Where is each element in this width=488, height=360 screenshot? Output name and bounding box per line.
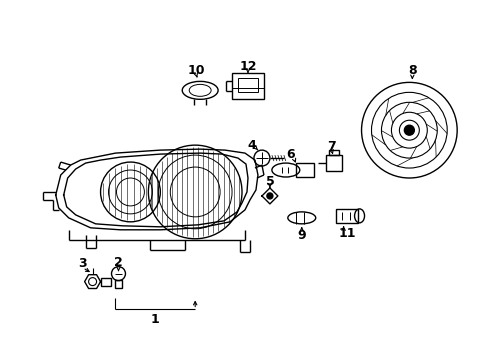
Text: 12: 12: [239, 60, 256, 73]
Text: 1: 1: [151, 313, 160, 326]
Circle shape: [266, 193, 272, 199]
Text: 10: 10: [187, 64, 204, 77]
Text: 4: 4: [247, 139, 256, 152]
Text: 7: 7: [326, 140, 335, 153]
Text: 6: 6: [286, 148, 295, 161]
Text: 8: 8: [407, 64, 416, 77]
Text: 3: 3: [78, 257, 87, 270]
Text: 2: 2: [114, 256, 122, 269]
Circle shape: [404, 125, 413, 135]
Text: 5: 5: [265, 175, 274, 189]
Text: 11: 11: [338, 227, 356, 240]
Text: 9: 9: [297, 229, 305, 242]
